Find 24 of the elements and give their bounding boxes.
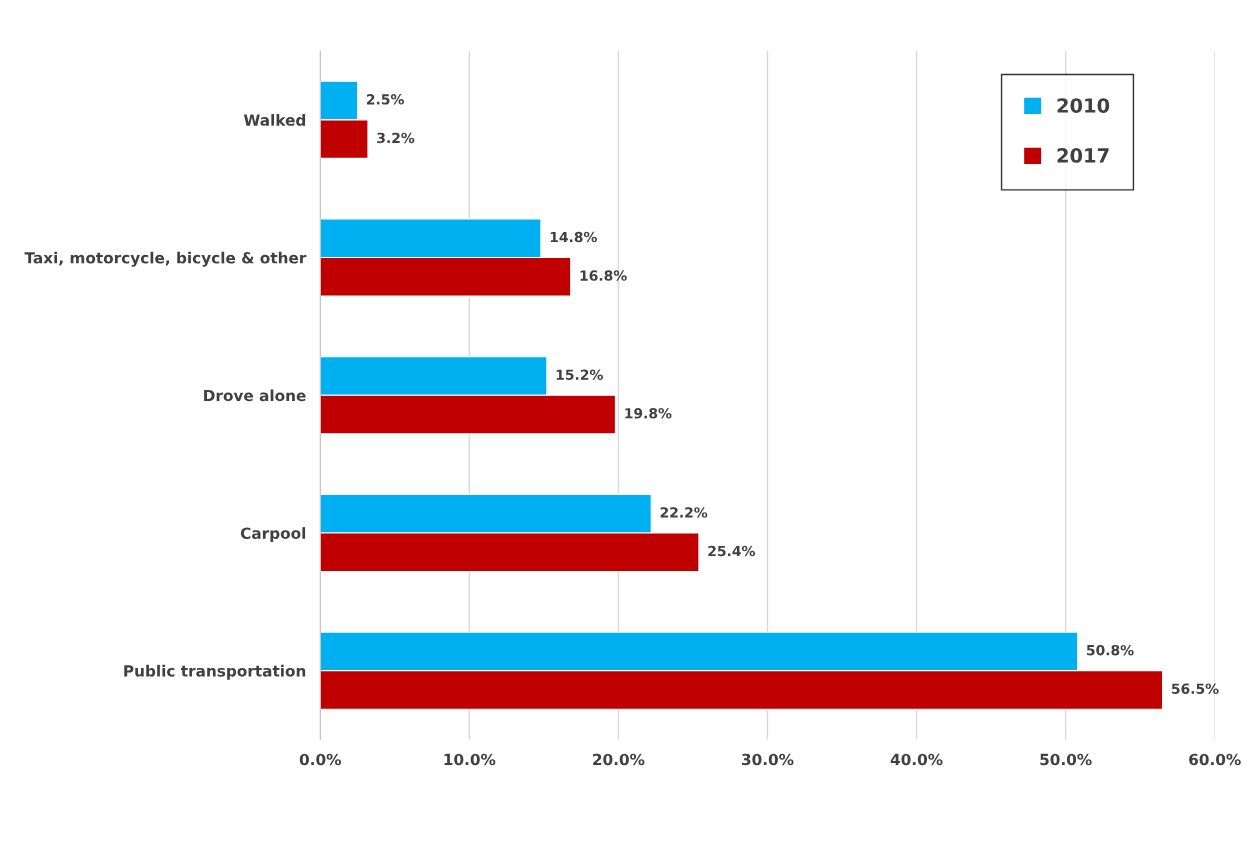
data-label: 25.4% bbox=[708, 545, 755, 557]
x-tick-label: 10.0% bbox=[444, 753, 496, 766]
y-tick-label: Public transportation bbox=[124, 664, 306, 680]
data-label: 3.2% bbox=[377, 132, 415, 144]
y-tick-label: Carpool bbox=[240, 527, 306, 542]
legend-label: 2017 bbox=[1057, 148, 1109, 163]
data-label: 2.5% bbox=[366, 94, 404, 105]
x-tick-label: 0.0% bbox=[299, 753, 341, 766]
y-tick-label: Drove alone bbox=[204, 389, 306, 402]
data-label: 19.8% bbox=[625, 408, 672, 419]
data-label: 22.2% bbox=[660, 507, 708, 518]
data-label: 50.8% bbox=[1086, 644, 1134, 656]
data-label: 14.8% bbox=[550, 231, 597, 243]
y-tick-label: Taxi, motorcycle, bicycle & other bbox=[24, 251, 307, 267]
x-tick-label: 30.0% bbox=[742, 753, 794, 766]
data-label: 16.8% bbox=[580, 270, 627, 281]
x-tick-label: 50.0% bbox=[1040, 753, 1092, 766]
data-label: 56.5% bbox=[1171, 683, 1219, 694]
legend-label: 2010 bbox=[1057, 98, 1110, 113]
y-tick-label: Walked bbox=[243, 114, 306, 126]
x-tick-label: 40.0% bbox=[890, 753, 943, 766]
x-tick-label: 60.0% bbox=[1189, 753, 1241, 766]
data-label: 15.2% bbox=[556, 369, 603, 380]
x-tick-label: 20.0% bbox=[593, 753, 645, 766]
